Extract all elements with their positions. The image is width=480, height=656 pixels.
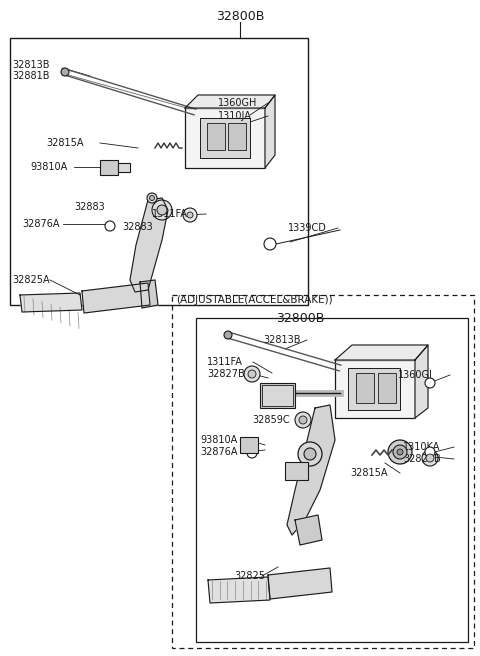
- Circle shape: [244, 366, 260, 382]
- Bar: [185, 108, 265, 168]
- Text: 1360GH: 1360GH: [218, 98, 257, 108]
- Text: 32859C: 32859C: [252, 415, 289, 425]
- Text: 32800B: 32800B: [276, 312, 324, 325]
- Text: 32825: 32825: [234, 571, 265, 581]
- Text: 32876A: 32876A: [200, 447, 238, 457]
- Circle shape: [247, 448, 257, 458]
- Circle shape: [426, 454, 434, 462]
- Bar: [100, 160, 118, 175]
- Bar: [348, 368, 400, 410]
- Polygon shape: [185, 95, 275, 108]
- Bar: [240, 437, 258, 453]
- Text: 32883: 32883: [122, 222, 153, 232]
- Polygon shape: [268, 568, 332, 599]
- Text: 93810A: 93810A: [30, 162, 67, 172]
- Text: 32876A: 32876A: [22, 219, 60, 229]
- Text: 1339CD: 1339CD: [288, 223, 327, 233]
- Text: 32813B: 32813B: [12, 60, 49, 70]
- Text: 1360GJ: 1360GJ: [398, 370, 433, 380]
- Bar: [172, 295, 474, 648]
- Polygon shape: [130, 198, 168, 292]
- Text: 32815A: 32815A: [350, 468, 387, 478]
- Bar: [378, 373, 396, 403]
- Text: 1310JA: 1310JA: [218, 111, 252, 121]
- Circle shape: [157, 205, 167, 215]
- Bar: [200, 118, 250, 158]
- Text: 1311FA: 1311FA: [152, 209, 188, 219]
- Text: 32813B: 32813B: [263, 335, 300, 345]
- Polygon shape: [335, 345, 428, 360]
- Text: 32815A: 32815A: [46, 138, 84, 148]
- Circle shape: [152, 200, 172, 220]
- Polygon shape: [265, 95, 275, 168]
- Polygon shape: [208, 577, 270, 603]
- Circle shape: [264, 238, 276, 250]
- Bar: [10, 38, 308, 305]
- Circle shape: [61, 68, 69, 76]
- Bar: [207, 123, 225, 150]
- Text: 93810A: 93810A: [200, 435, 237, 445]
- Polygon shape: [140, 280, 158, 308]
- Text: 32883: 32883: [74, 202, 105, 212]
- Circle shape: [298, 442, 322, 466]
- Text: 1310KA: 1310KA: [403, 442, 440, 452]
- Text: 32827B: 32827B: [207, 369, 245, 379]
- Polygon shape: [82, 283, 150, 313]
- Circle shape: [295, 412, 311, 428]
- Circle shape: [425, 378, 435, 388]
- Polygon shape: [295, 515, 322, 545]
- Text: 32827B: 32827B: [403, 454, 441, 464]
- Circle shape: [248, 370, 256, 378]
- Bar: [260, 383, 295, 408]
- Circle shape: [187, 212, 193, 218]
- Circle shape: [149, 195, 155, 201]
- Bar: [335, 360, 415, 418]
- Polygon shape: [287, 405, 335, 535]
- Bar: [356, 373, 374, 403]
- Circle shape: [299, 416, 307, 424]
- Text: (ADJUSTABLE(ACCEL&BRAKE)): (ADJUSTABLE(ACCEL&BRAKE)): [176, 295, 333, 305]
- Circle shape: [425, 447, 435, 457]
- Bar: [262, 385, 293, 406]
- Circle shape: [183, 208, 197, 222]
- Circle shape: [422, 450, 438, 466]
- Polygon shape: [20, 293, 82, 312]
- Circle shape: [105, 221, 115, 231]
- Polygon shape: [415, 345, 428, 418]
- Text: 32825A: 32825A: [12, 275, 49, 285]
- Circle shape: [397, 449, 403, 455]
- Bar: [228, 123, 246, 150]
- Text: 1311FA: 1311FA: [207, 357, 243, 367]
- Circle shape: [304, 448, 316, 460]
- Circle shape: [224, 331, 232, 339]
- Bar: [118, 163, 130, 172]
- Circle shape: [393, 445, 407, 459]
- Text: 32800B: 32800B: [216, 9, 264, 22]
- Circle shape: [388, 440, 412, 464]
- Text: 32881B: 32881B: [12, 71, 49, 81]
- Bar: [196, 318, 468, 642]
- Circle shape: [147, 193, 157, 203]
- Bar: [285, 462, 308, 480]
